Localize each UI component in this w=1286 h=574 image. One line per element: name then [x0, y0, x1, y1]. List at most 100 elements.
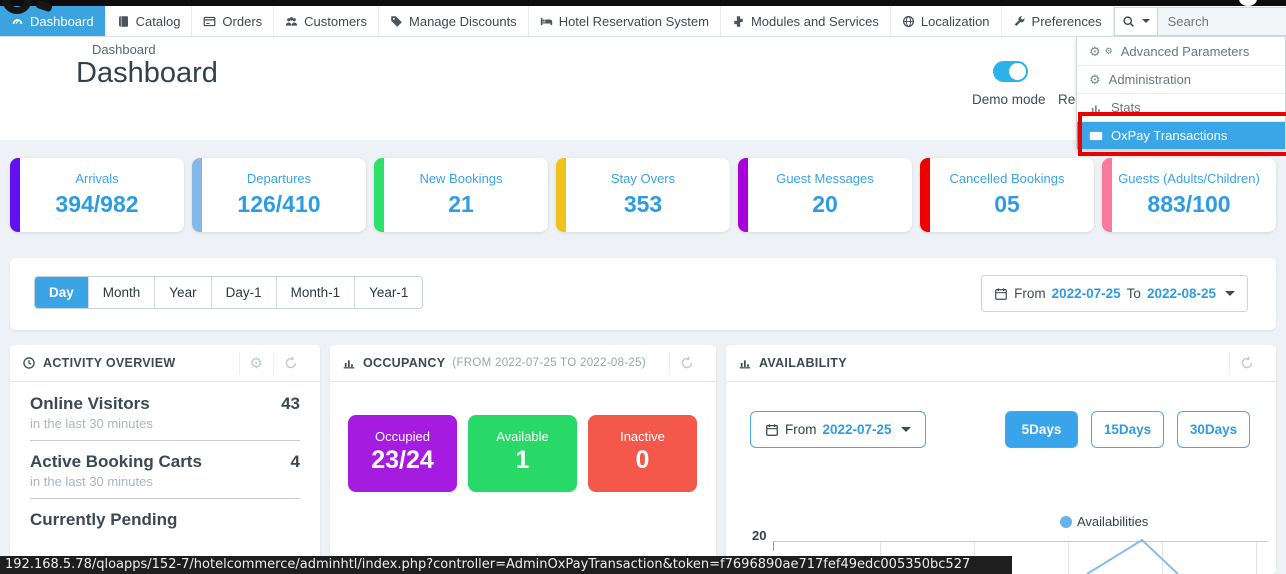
gear-icon[interactable]: ⚙: [238, 352, 273, 374]
nav-item-customers[interactable]: Customers: [274, 6, 380, 36]
activity-label: Currently Pending: [30, 510, 178, 529]
chart-legend[interactable]: Availabilities: [1060, 514, 1148, 529]
kpi-value: 394/982: [55, 191, 139, 217]
bar-chart-icon: [343, 360, 355, 369]
range-5days-button[interactable]: 5Days: [1005, 411, 1078, 448]
nav-label: Modules and Services: [750, 13, 879, 29]
activity-subtext: in the last 30 minutes: [30, 416, 153, 431]
kpi-card-guest-messages[interactable]: Guest Messages 20: [738, 158, 912, 232]
kpi-card-cancelled-bookings[interactable]: Cancelled Bookings 05: [920, 158, 1094, 232]
status-url-bar: 192.168.5.78/qloapps/152-7/hotelcommerce…: [0, 556, 1012, 574]
kpi-color-band: [556, 158, 566, 232]
refresh-icon-glyph: [1241, 356, 1253, 369]
refresh-icon[interactable]: [273, 352, 308, 374]
panel-header-actions: [669, 352, 704, 374]
filter-month-1-button[interactable]: Month-1: [276, 277, 356, 308]
filter-year-1-button[interactable]: Year-1: [355, 277, 423, 308]
bed-icon: [540, 17, 552, 25]
nav-item-modules-and-services[interactable]: Modules and Services: [721, 6, 891, 36]
wrench-icon: [1014, 15, 1025, 26]
nav-item-hotel-reservation-system[interactable]: Hotel Reservation System: [529, 6, 721, 36]
occupancy-tile-occupied[interactable]: Occupied 23/24: [348, 415, 457, 492]
nav-label: Localization: [920, 13, 990, 29]
cogs-icon-small: ⚙: [1104, 45, 1113, 56]
refresh-icon[interactable]: [669, 352, 704, 374]
availability-line-series: [1086, 538, 1179, 574]
gear-icon: ⚙: [1089, 72, 1101, 87]
menu-item-oxpay-transactions[interactable]: OxPay Transactions: [1077, 121, 1285, 149]
nav-label: Customers: [304, 13, 368, 29]
date-to-value: 2022-08-25: [1146, 286, 1216, 301]
kpi-card-guests[interactable]: Guests (Adults/Children) 883/100: [1102, 158, 1276, 232]
main-nav: Dashboard Catalog Orders Customers Manag…: [0, 6, 1286, 37]
kpi-card-arrivals[interactable]: Arrivals 394/982: [10, 158, 184, 232]
kpi-card-stay-overs[interactable]: Stay Overs 353: [556, 158, 730, 232]
calendar-icon: [766, 423, 778, 436]
divider: [30, 498, 300, 499]
activity-label: Online Visitors: [30, 394, 150, 413]
breadcrumb: Dashboard: [92, 42, 156, 57]
date-range-picker-button[interactable]: From 2022-07-25 To 2022-08-25: [981, 275, 1248, 312]
panel-subtitle: (FROM 2022-07-25 TO 2022-08-25): [452, 357, 646, 369]
credit-card-icon: [204, 16, 216, 26]
nav-item-orders[interactable]: Orders: [192, 6, 275, 36]
search-scope-button[interactable]: [1113, 6, 1158, 36]
toggle-knob: [1009, 63, 1026, 80]
chart-x-axis-line: [773, 541, 1268, 542]
top-black-strip: [0, 0, 1286, 6]
nav-label: Hotel Reservation System: [558, 13, 709, 29]
search-input[interactable]: [1157, 6, 1286, 36]
filter-year-button[interactable]: Year: [155, 277, 212, 308]
panel-title: ACTIVITY OVERVIEW: [43, 356, 176, 370]
kpi-value: 05: [994, 191, 1020, 217]
panel-title: AVAILABILITY: [759, 356, 847, 370]
activity-body: Online Visitors 43 in the last 30 minute…: [10, 382, 320, 530]
activity-value: 4: [290, 452, 300, 471]
activity-overview-panel: ACTIVITY OVERVIEW ⚙ Online Visitors 43 i…: [10, 345, 320, 574]
activity-row-active-booking-carts[interactable]: Active Booking Carts 4 in the last 30 mi…: [30, 452, 300, 499]
availability-panel: AVAILABILITY From 2022-07-25 5Days 15Day…: [726, 345, 1276, 574]
date-from-label: From: [1014, 286, 1046, 301]
group-icon: [285, 16, 298, 26]
bar-chart-icon: [1090, 104, 1102, 113]
kpi-color-band: [10, 158, 20, 232]
money-bill-icon: [1089, 131, 1103, 140]
panel-header: OCCUPANCY (FROM 2022-07-25 TO 2022-08-25…: [330, 345, 716, 382]
nav-label: Dashboard: [30, 13, 94, 29]
nav-search-area: ...: [1113, 6, 1286, 36]
kpi-label: Departures: [246, 171, 312, 186]
activity-row-online-visitors[interactable]: Online Visitors 43 in the last 30 minute…: [30, 394, 300, 441]
nav-item-preferences[interactable]: Preferences: [1002, 6, 1114, 36]
filter-month-button[interactable]: Month: [88, 277, 156, 308]
kpi-label: Cancelled Bookings: [949, 171, 1065, 186]
refresh-icon[interactable]: [1229, 352, 1264, 374]
availability-date-picker-button[interactable]: From 2022-07-25: [750, 411, 926, 448]
menu-item-advanced-parameters[interactable]: ⚙ ⚙ Advanced Parameters: [1077, 37, 1285, 65]
nav-label: Manage Discounts: [409, 13, 517, 29]
filter-day-button[interactable]: Day: [35, 277, 89, 308]
filter-day-1-button[interactable]: Day-1: [211, 277, 277, 308]
menu-item-stats[interactable]: Stats: [1077, 93, 1285, 121]
kpi-card-new-bookings[interactable]: New Bookings 21: [374, 158, 548, 232]
kpi-value: 883/100: [1147, 191, 1231, 217]
nav-item-dashboard[interactable]: Dashboard: [0, 6, 106, 36]
menu-item-administration[interactable]: ⚙ Administration: [1077, 65, 1285, 93]
range-30days-button[interactable]: 30Days: [1177, 411, 1250, 448]
refresh-icon-glyph: [681, 356, 693, 369]
kpi-color-band: [192, 158, 202, 232]
corner-notch-shape: [1239, 0, 1257, 6]
kpi-card-departures[interactable]: Departures 126/410: [192, 158, 366, 232]
nav-item-manage-discounts[interactable]: Manage Discounts: [379, 6, 529, 36]
demo-mode-toggle[interactable]: [993, 61, 1028, 82]
date-from-value: 2022-07-25: [1051, 286, 1121, 301]
activity-row-currently-pending[interactable]: Currently Pending: [30, 510, 300, 530]
header-dropdown-menu: ⚙ ⚙ Advanced Parameters ⚙ Administration …: [1076, 37, 1286, 150]
nav-item-catalog[interactable]: Catalog: [106, 6, 193, 36]
panel-header-actions: [1229, 352, 1264, 374]
kpi-label: Arrivals: [75, 171, 119, 186]
range-15days-button[interactable]: 15Days: [1091, 411, 1164, 448]
date-from-value: 2022-07-25: [822, 422, 892, 437]
occupancy-tile-inactive[interactable]: Inactive 0: [588, 415, 697, 492]
occupancy-tile-available[interactable]: Available 1: [468, 415, 577, 492]
nav-item-localization[interactable]: Localization: [891, 6, 1002, 36]
